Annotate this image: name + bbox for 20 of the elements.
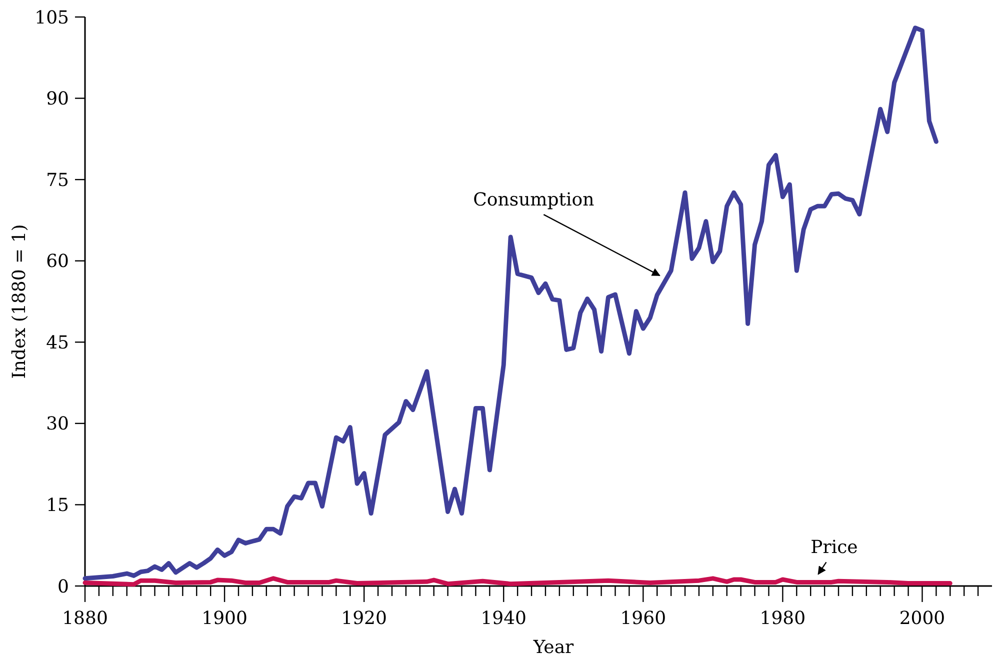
line-series [82,26,938,581]
x-tick-label: 1920 [341,608,387,629]
x-tick-label: 1960 [620,608,666,629]
x-tick-label: 1940 [480,608,527,629]
y-tick-label: 105 [34,7,69,28]
y-tick-label: 30 [46,414,69,435]
text: Consumption [473,190,595,211]
series-label: Price [810,537,858,558]
y-tick-label: 90 [46,88,69,110]
x-tick-label: 1980 [760,608,806,629]
x-tick-label: 2000 [899,608,946,629]
y-tick-label: 15 [46,495,69,516]
y-axis-title: Index (1880 = 1) [9,224,30,379]
x-tick-label: 1900 [202,608,248,629]
x-tick-label: 1880 [62,608,108,629]
y-tick-label: 45 [46,332,69,354]
y-tick-label: 75 [46,170,69,191]
y-tick-label: 60 [46,251,69,272]
x-axis-title: Year [532,637,574,657]
y-tick-label: 0 [58,576,69,598]
